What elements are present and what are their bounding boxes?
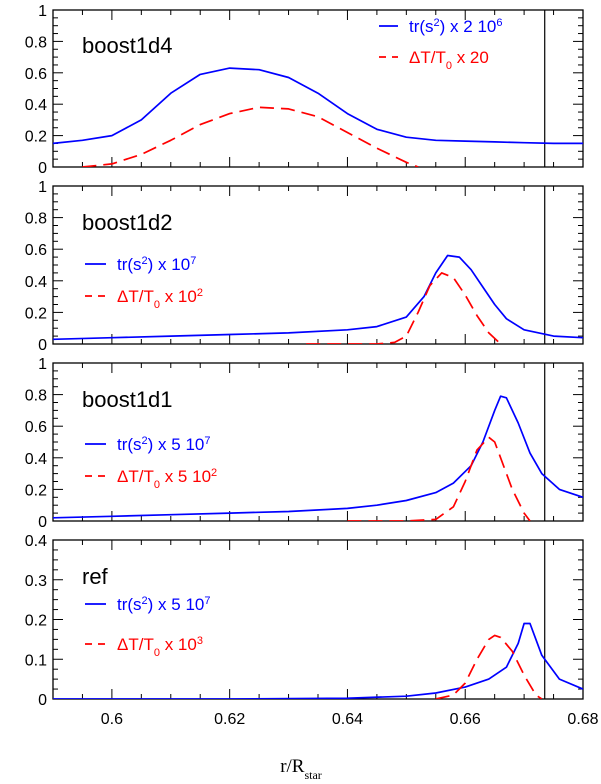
series-line-temperature [82,106,419,167]
y-tick-label: 0.8 [25,34,47,51]
legend-label: ΔT/T0 x 5 102 [117,467,217,491]
y-tick-label: 0 [38,514,47,531]
legend: tr(s2) x 5 107 ΔT/T0 x 103 [85,595,211,659]
legend-label: tr(s2) x 107 [117,255,196,274]
legend-label: tr(s2) x 5 107 [117,435,211,454]
series-line-trace [53,254,583,341]
y-tick-label: 0 [38,337,47,354]
series-line-trace [53,395,583,519]
panel-boost1d1: 0 0.2 0.4 0.6 0.8 1 boost1d1 tr(s2) x 5 107 ΔT/T… [25,356,584,531]
y-tick-label: 0.6 [25,242,47,259]
panel-boost1d4: 0 0.2 0.4 0.6 0.8 1 boost1d4 tr(s2) x 2 106 ΔT/T… [25,3,584,177]
x-tick-label: 0.62 [214,711,245,728]
panel-ref: 0 0.1 0.2 0.3 0.4 0.6 0.62 0.64 0.66 0.68 ref tr(s2… [25,533,599,782]
y-tick-label: 0.2 [25,482,47,499]
series-line-temperature [347,436,531,521]
y-tick-label: 0.3 [25,573,47,590]
panel-label: boost1d1 [82,387,173,412]
x-axis-label: r/Rstar [280,756,322,782]
y-tick-label: 1 [38,356,47,373]
panel-label: boost1d4 [82,33,173,58]
panel-frame [52,539,584,700]
legend-label: tr(s2) x 2 106 [409,17,503,36]
x-tick-label: 0.64 [332,711,363,728]
y-tick-label: 0.4 [25,97,47,114]
y-tick-label: 0.2 [25,305,47,322]
y-tick-label: 0 [38,692,47,709]
y-tick-label: 0.8 [25,388,47,405]
x-tick-label: 0.6 [101,711,123,728]
y-tick-label: 0.4 [25,533,47,550]
legend: tr(s2) x 2 106 ΔT/T0 x 20 [379,17,503,72]
y-tick-label: 0.6 [25,66,47,83]
y-tick-label: 0.1 [25,652,47,669]
y-tick-label: 0.4 [25,451,47,468]
y-tick-label: 0.4 [25,274,47,291]
panel-label: ref [82,564,109,589]
legend-label: tr(s2) x 5 107 [117,595,211,614]
series-line-temperature [306,272,502,344]
y-tick-label: 0.2 [25,613,47,630]
x-tick-label: 0.66 [450,711,481,728]
legend: tr(s2) x 107 ΔT/T0 x 102 [85,255,203,311]
legend-label: ΔT/T0 x 103 [117,635,203,659]
y-tick-label: 1 [38,3,47,20]
y-tick-label: 0.8 [25,211,47,228]
legend: tr(s2) x 5 107 ΔT/T0 x 5 102 [85,435,217,491]
legend-label: ΔT/T0 x 102 [117,287,203,311]
y-tick-label: 0.2 [25,129,47,146]
panel-label: boost1d2 [82,210,173,235]
panel-boost1d2: 0 0.2 0.4 0.6 0.8 1 boost1d2 tr(s2) x 107 ΔT/T0 … [25,179,584,354]
y-tick-label: 0.6 [25,419,47,436]
y-tick-label: 1 [38,179,47,196]
series-line-trace [53,67,583,145]
y-tick-label: 0 [38,160,47,177]
series-line-temperature [435,634,543,699]
legend-label: ΔT/T0 x 20 [409,48,489,72]
series-line-trace [53,622,583,699]
x-tick-label: 0.68 [567,711,598,728]
